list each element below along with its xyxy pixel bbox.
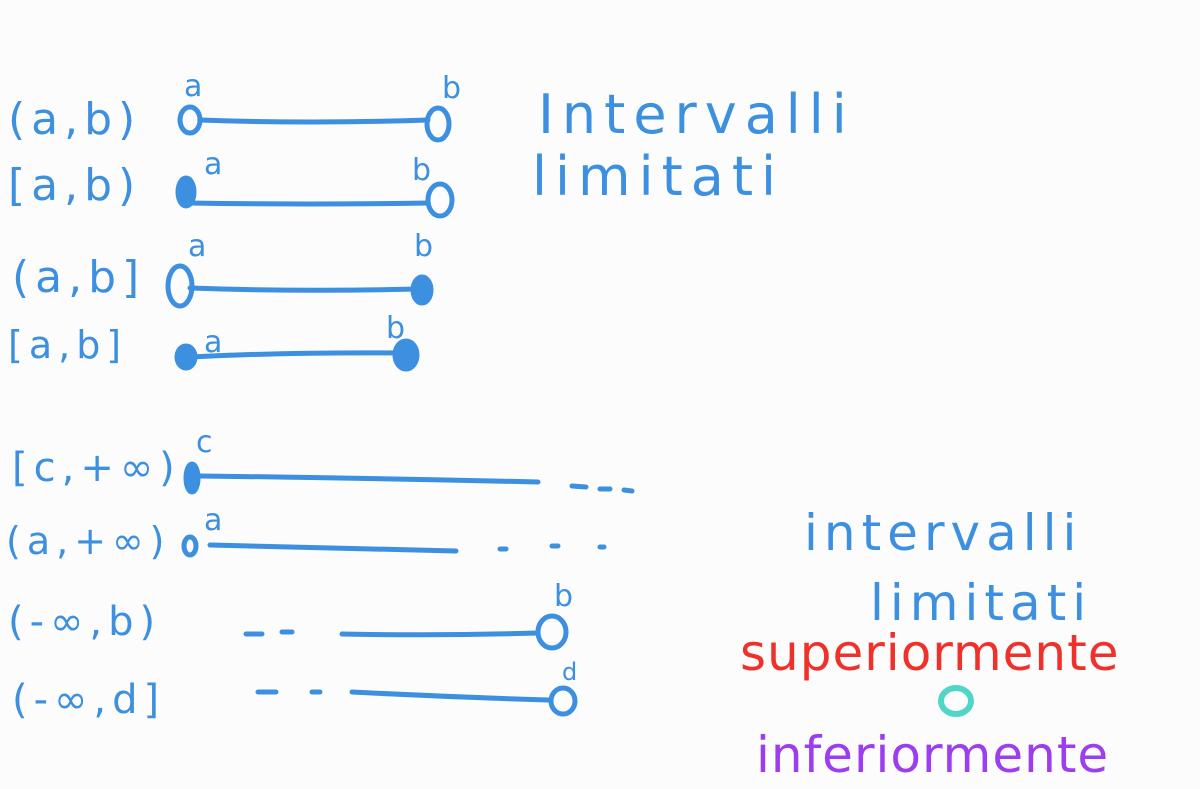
connector-circle-icon xyxy=(938,685,974,717)
label-left-2: a xyxy=(204,147,223,182)
notation-unbounded-4: (-∞,d] xyxy=(12,677,166,723)
label-right-1: b xyxy=(442,71,462,106)
endpoint-closed-icon xyxy=(183,461,201,495)
label-endpoint-d: d xyxy=(562,658,578,686)
label-left-3: a xyxy=(188,229,207,264)
label-endpoint-c: c xyxy=(196,425,213,460)
endpoint-open-icon xyxy=(548,685,578,717)
word-inferiormente: inferiormente xyxy=(756,726,1110,784)
endpoint-open-icon xyxy=(181,534,199,558)
ray-left-closed xyxy=(349,689,551,703)
label-endpoint-b: b xyxy=(554,579,574,614)
notation-bounded-1: (a,b) xyxy=(8,94,142,145)
endpoint-open-icon xyxy=(424,105,452,143)
endpoint-open-icon xyxy=(535,613,569,651)
endpoint-open-icon xyxy=(165,263,195,309)
word-superiormente: superiormente xyxy=(740,624,1120,682)
label-right-2: b xyxy=(412,153,432,188)
endpoint-closed-icon xyxy=(410,274,434,306)
segment-open-open xyxy=(197,117,431,125)
heading-bounded-line2: limitati xyxy=(532,145,785,208)
notation-bounded-3: (a,b] xyxy=(12,252,146,303)
segment-closed-open xyxy=(185,200,431,207)
label-right-4: b xyxy=(386,311,406,346)
heading-unbounded-line2: limitati xyxy=(870,574,1093,632)
heading-unbounded-line1: intervalli xyxy=(804,504,1083,562)
label-right-3: b xyxy=(414,229,434,264)
endpoint-open-icon xyxy=(425,181,455,219)
dashes-ray-2 xyxy=(497,543,607,552)
segment-closed-closed xyxy=(187,350,406,360)
ray-left-open xyxy=(339,630,541,638)
notation-unbounded-2: (a,+∞) xyxy=(6,519,171,563)
ray-right-open xyxy=(207,542,459,554)
endpoint-open-icon xyxy=(177,104,203,136)
notation-unbounded-1: [c,+∞) xyxy=(12,445,181,491)
endpoint-closed-icon xyxy=(175,175,197,209)
dashes-ray-1 xyxy=(569,483,635,494)
ray-right-closed xyxy=(197,473,541,485)
label-endpoint-a: a xyxy=(204,503,223,538)
heading-bounded-line1: Intervalli xyxy=(538,83,855,146)
endpoint-closed-icon xyxy=(174,343,198,371)
segment-open-closed xyxy=(187,285,421,293)
label-left-4: a xyxy=(204,325,223,360)
notation-bounded-4: [a,b] xyxy=(8,323,128,367)
notation-bounded-2: [a,b) xyxy=(8,160,142,211)
endpoint-closed-icon xyxy=(392,338,420,372)
dashes-ray-3 xyxy=(243,629,295,637)
label-left-1: a xyxy=(184,69,203,104)
notation-unbounded-3: (-∞,b) xyxy=(8,599,162,645)
